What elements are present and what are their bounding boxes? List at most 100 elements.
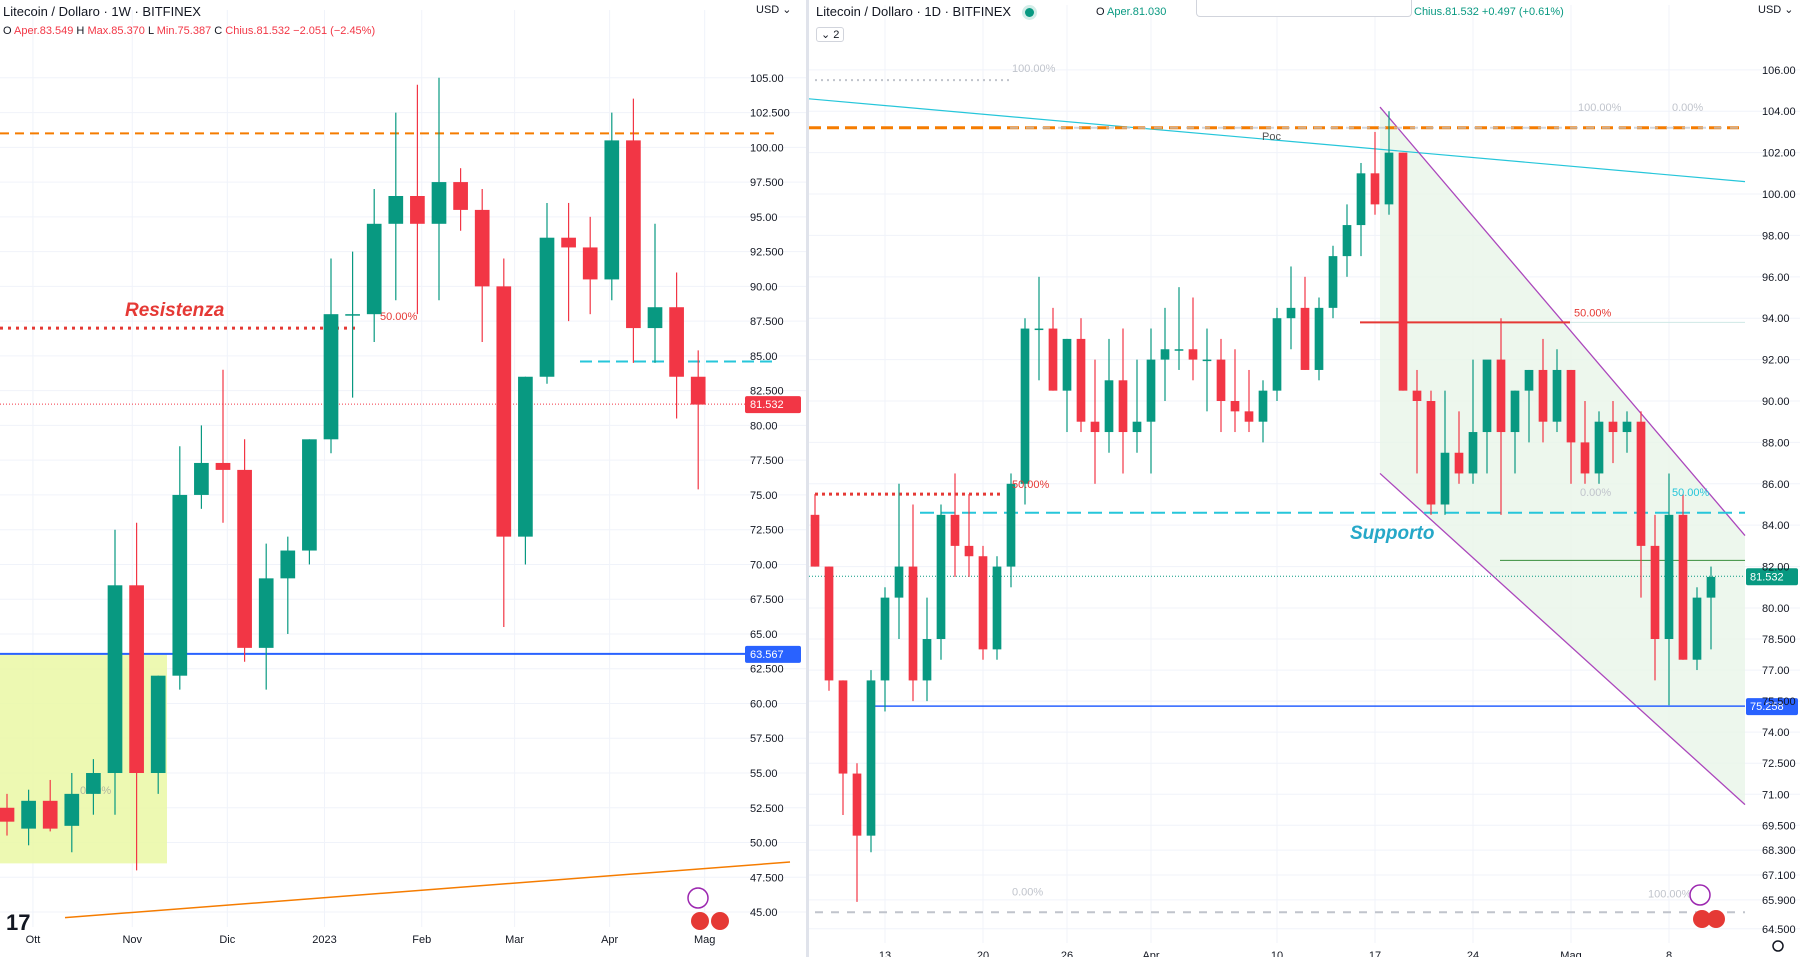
candle[interactable] xyxy=(1622,411,1632,453)
candle-body[interactable] xyxy=(1706,576,1716,598)
candle[interactable] xyxy=(345,251,360,398)
pane-divider[interactable] xyxy=(806,0,809,957)
candle-body[interactable] xyxy=(1370,173,1380,205)
candle[interactable] xyxy=(1062,338,1072,433)
candle-body[interactable] xyxy=(647,307,663,329)
weekly-chart[interactable]: 0.00%Resistenza50.00%63.56781.5321745.00… xyxy=(0,10,806,946)
candle[interactable] xyxy=(453,168,468,231)
candle[interactable] xyxy=(950,473,960,577)
candle[interactable] xyxy=(1090,359,1100,484)
candle[interactable] xyxy=(1594,411,1604,484)
gear-icon[interactable] xyxy=(1772,940,1784,952)
candle[interactable] xyxy=(1216,338,1226,433)
candle[interactable] xyxy=(150,675,166,794)
last-price-badge[interactable]: 81.532 xyxy=(745,396,801,414)
candle[interactable] xyxy=(1188,297,1198,381)
candle-body[interactable] xyxy=(1482,359,1492,433)
last-price-badge[interactable]: 81.532 xyxy=(1746,568,1798,586)
candle-body[interactable] xyxy=(345,314,360,316)
candle[interactable] xyxy=(992,556,1002,660)
candle[interactable] xyxy=(1104,338,1114,453)
candle[interactable] xyxy=(1426,390,1436,515)
upper-trendline[interactable] xyxy=(808,98,1746,183)
candle-body[interactable] xyxy=(1146,359,1156,422)
candle[interactable] xyxy=(1566,369,1576,484)
candle[interactable] xyxy=(1454,411,1464,484)
candle[interactable] xyxy=(1356,162,1366,257)
candle[interactable] xyxy=(810,494,820,567)
candle-body[interactable] xyxy=(302,439,317,551)
candle[interactable] xyxy=(1286,266,1296,350)
candle-body[interactable] xyxy=(453,182,468,210)
candle-body[interactable] xyxy=(1678,514,1688,660)
candle[interactable] xyxy=(824,566,834,691)
candle-body[interactable] xyxy=(582,247,598,280)
candle-body[interactable] xyxy=(1580,442,1590,474)
candle-body[interactable] xyxy=(388,195,404,224)
candle[interactable] xyxy=(582,216,598,315)
candle-body[interactable] xyxy=(1216,359,1226,401)
candle[interactable] xyxy=(410,84,425,315)
candle-body[interactable] xyxy=(215,462,231,470)
candle-body[interactable] xyxy=(1636,421,1646,546)
candle-body[interactable] xyxy=(1622,421,1632,433)
candle-body[interactable] xyxy=(992,566,1002,650)
candle-body[interactable] xyxy=(1468,432,1478,474)
candle-body[interactable] xyxy=(1328,256,1338,308)
candle-body[interactable] xyxy=(1342,225,1352,257)
candle[interactable] xyxy=(388,112,404,301)
candle-body[interactable] xyxy=(838,680,848,774)
candle-body[interactable] xyxy=(86,773,101,794)
candle-body[interactable] xyxy=(1244,411,1254,422)
candle-body[interactable] xyxy=(280,550,296,579)
candle-body[interactable] xyxy=(1174,349,1184,351)
candle[interactable] xyxy=(669,272,684,419)
candle[interactable] xyxy=(366,189,382,342)
channel-lower-line[interactable] xyxy=(1379,472,1746,806)
candle[interactable] xyxy=(129,522,144,871)
candle[interactable] xyxy=(1384,111,1394,215)
candle-body[interactable] xyxy=(1398,152,1408,391)
candle[interactable] xyxy=(1258,380,1268,443)
candle-body[interactable] xyxy=(1020,328,1030,484)
candle-body[interactable] xyxy=(1090,421,1100,433)
candle[interactable] xyxy=(302,439,317,565)
left-symbol-title[interactable]: Litecoin / Dollaro · 1W · BITFINEX xyxy=(3,4,201,19)
candle[interactable] xyxy=(496,258,512,628)
candle-body[interactable] xyxy=(64,793,80,826)
candle-body[interactable] xyxy=(880,597,890,681)
candle-body[interactable] xyxy=(150,675,166,774)
candle-body[interactable] xyxy=(1188,349,1198,360)
candle[interactable] xyxy=(866,670,876,853)
candle[interactable] xyxy=(1020,318,1030,505)
candle-body[interactable] xyxy=(1384,152,1394,205)
candle[interactable] xyxy=(1706,566,1716,650)
right-symbol-title[interactable]: Litecoin / Dollaro · 1D · BITFINEX xyxy=(816,4,1012,19)
candle-body[interactable] xyxy=(496,286,512,537)
candle-body[interactable] xyxy=(978,556,988,650)
candle[interactable] xyxy=(1482,359,1492,474)
candle-body[interactable] xyxy=(1132,421,1142,433)
candle-body[interactable] xyxy=(1230,401,1240,412)
candle[interactable] xyxy=(1678,494,1688,660)
candle[interactable] xyxy=(1412,369,1422,474)
candle[interactable] xyxy=(1440,390,1450,515)
candle[interactable] xyxy=(1314,297,1324,381)
candle[interactable] xyxy=(1202,328,1212,412)
candle-body[interactable] xyxy=(1118,380,1128,433)
candle[interactable] xyxy=(908,504,918,702)
candle[interactable] xyxy=(107,529,123,815)
candle[interactable] xyxy=(1174,287,1184,370)
candle-body[interactable] xyxy=(1552,369,1562,422)
channel-upper-line[interactable] xyxy=(1379,106,1746,536)
candle[interactable] xyxy=(604,112,620,301)
candle[interactable] xyxy=(1468,359,1478,484)
blue-price-badge[interactable]: 63.567 xyxy=(745,645,801,663)
candle-body[interactable] xyxy=(1566,369,1576,443)
lightning-event-icon[interactable] xyxy=(1689,884,1711,906)
candle[interactable] xyxy=(1328,245,1338,319)
candle[interactable] xyxy=(215,369,231,523)
candle-body[interactable] xyxy=(1496,359,1506,433)
candle-body[interactable] xyxy=(1426,401,1436,505)
